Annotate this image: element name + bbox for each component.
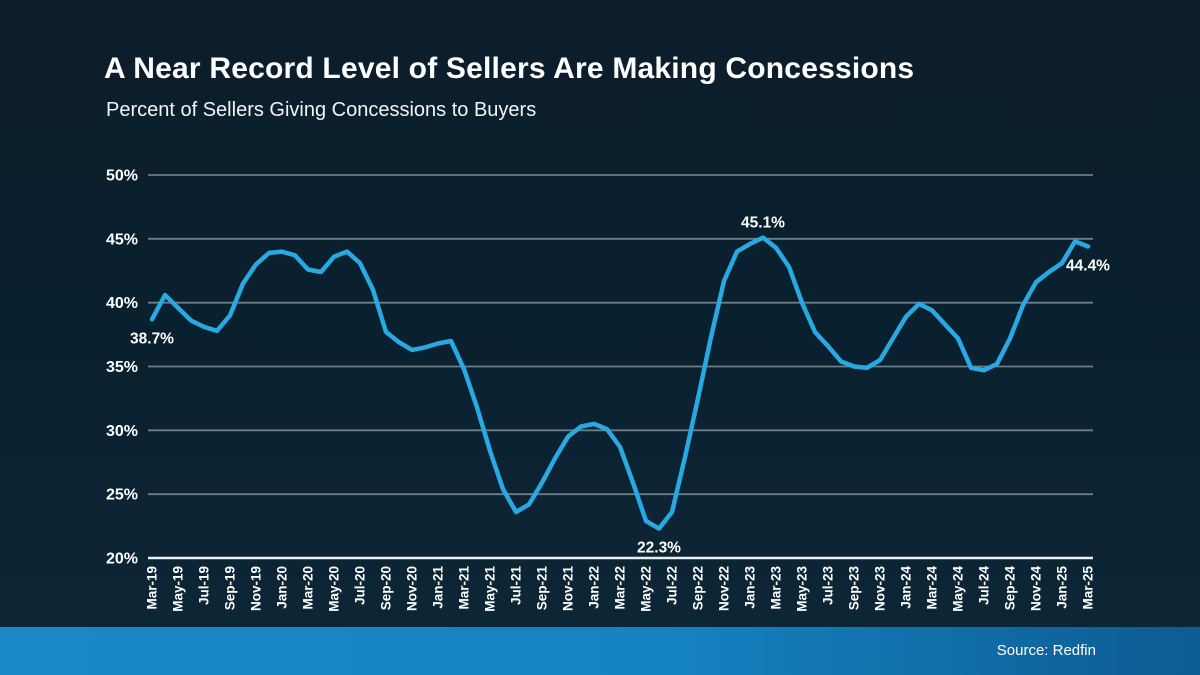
x-axis-label: May-20 [327, 566, 342, 612]
data-series-line [149, 235, 1091, 531]
x-axis-label: Jul-21 [509, 566, 524, 606]
x-axis-label: Jan-21 [431, 566, 446, 609]
x-axis-label: Sep-21 [535, 566, 550, 611]
y-axis-label: 50% [106, 168, 138, 185]
x-axis-label: Sep-19 [223, 566, 238, 610]
y-axis-label: 20% [106, 551, 138, 568]
x-axis-label: Jan-23 [743, 566, 758, 609]
y-axis-label: 25% [106, 487, 138, 504]
data-point-label: 45.1% [741, 215, 785, 232]
x-axis-label: Nov-19 [249, 566, 264, 611]
x-axis-label: Jul-20 [353, 566, 368, 605]
data-point-label: 44.4% [1066, 257, 1110, 274]
data-point-label: 38.7% [130, 330, 174, 347]
x-axis-label: Mar-25 [1081, 566, 1096, 610]
x-axis-label: Sep-20 [379, 566, 394, 610]
x-axis-label: Sep-24 [1003, 566, 1018, 611]
x-axis-label: Jul-22 [665, 566, 680, 605]
x-axis-label: Nov-23 [873, 566, 888, 612]
y-axis-label: 30% [106, 423, 138, 440]
x-axis-label: Sep-22 [691, 566, 706, 610]
y-axis-label: 35% [106, 359, 138, 376]
chart-title: A Near Record Level of Sellers Are Makin… [104, 52, 915, 85]
x-axis-label: Jul-24 [977, 566, 992, 606]
x-axis-label: Mar-22 [613, 566, 628, 610]
source-label: Source: Redfin [996, 642, 1096, 659]
x-axis-label: May-22 [639, 566, 654, 612]
x-axis-label: Mar-21 [457, 566, 472, 610]
y-axis-label: 45% [106, 231, 138, 248]
x-axis-label: Nov-22 [717, 566, 732, 611]
x-axis-label: Jan-20 [275, 566, 290, 609]
x-axis-label: Mar-19 [145, 566, 160, 610]
x-axis-label: May-21 [483, 566, 498, 612]
x-axis-label: Jul-19 [197, 566, 212, 605]
data-point-label: 22.3% [637, 540, 681, 557]
x-axis-label: May-23 [795, 566, 810, 612]
chart-subtitle: Percent of Sellers Giving Concessions to… [106, 99, 537, 121]
x-axis-label: Nov-24 [1029, 566, 1044, 612]
x-axis-label: Mar-24 [925, 566, 940, 610]
x-axis-label: May-19 [171, 566, 186, 612]
x-axis-label: Jan-24 [899, 566, 914, 609]
footer-bar: Source: Redfin [0, 627, 1200, 675]
x-axis-label: Nov-20 [405, 566, 420, 611]
x-axis-label: May-24 [951, 566, 966, 612]
x-axis-label: Sep-23 [847, 566, 862, 611]
x-axis-label: Jan-25 [1055, 566, 1070, 609]
x-axis-label: Nov-21 [561, 566, 576, 612]
x-axis-label: Jan-22 [587, 566, 602, 609]
x-axis-label: Mar-23 [769, 566, 784, 610]
x-axis-label: Jul-23 [821, 566, 836, 606]
x-axis-label: Mar-20 [301, 566, 316, 610]
y-axis-label: 40% [106, 295, 138, 312]
